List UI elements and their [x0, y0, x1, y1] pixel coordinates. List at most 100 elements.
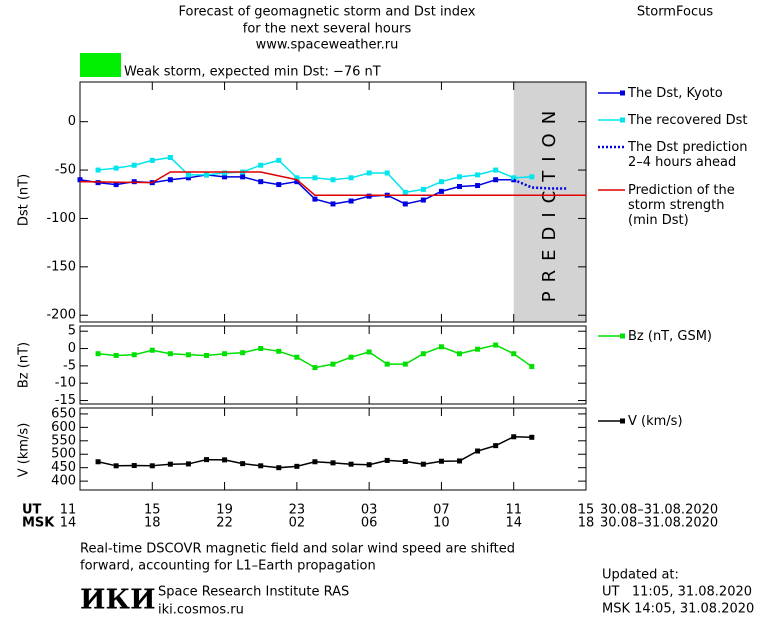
legend-swatch-marker: [620, 90, 625, 96]
data-point: [294, 179, 300, 185]
x-tick-label: 10: [433, 516, 450, 531]
x-tick-label: 07: [433, 503, 450, 518]
data-point: [276, 182, 282, 188]
data-point: [240, 350, 246, 356]
data-point: [222, 351, 228, 357]
legend-swatch-marker: [620, 117, 625, 123]
data-point: [402, 361, 408, 367]
legend-entry: Bz (nT, GSM): [628, 329, 712, 344]
y-tick-label: -150: [46, 259, 76, 274]
y-tick-label: 500: [51, 447, 76, 462]
y-axis-label: Dst (nT): [17, 174, 32, 226]
site: iki.cosmos.ru: [158, 603, 244, 618]
data-point: [330, 201, 336, 207]
legend-entry: Prediction of the storm strength (min Dst): [628, 183, 735, 228]
title-line: for the next several hours: [243, 22, 412, 37]
y-tick-label: 0: [68, 341, 76, 356]
x-tick-label: 03: [361, 503, 378, 518]
data-point: [258, 346, 264, 352]
plot-frame: [79, 407, 587, 491]
y-tick-label: 600: [51, 420, 76, 435]
data-point: [420, 351, 426, 357]
data-point: [312, 175, 318, 181]
y-tick-label: 400: [51, 474, 76, 489]
data-point: [312, 196, 318, 202]
data-point: [204, 352, 209, 358]
data-point: [222, 174, 228, 180]
y-tick-label: -5: [63, 358, 76, 373]
data-point: [276, 348, 282, 354]
data-point: [475, 346, 481, 352]
data-point: [366, 193, 372, 199]
data-point: [420, 461, 426, 467]
legend-swatch-marker: [620, 333, 625, 339]
data-point: [294, 354, 300, 360]
data-point: [240, 461, 246, 467]
data-point: [402, 189, 408, 195]
data-point: [457, 458, 462, 464]
data-point: [348, 461, 354, 467]
data-point: [113, 463, 119, 469]
y-tick-label: -10: [55, 376, 76, 391]
date-range: 30.08–31.08.2020: [600, 516, 718, 531]
data-point: [475, 448, 481, 454]
y-tick-label: -15: [55, 393, 76, 408]
data-point: [258, 162, 264, 168]
series-line: [97, 156, 532, 194]
x-tick-label: 06: [361, 516, 378, 531]
data-point: [366, 349, 372, 355]
data-point: [312, 365, 318, 371]
data-point: [529, 364, 535, 370]
data-point: [113, 182, 119, 188]
data-point: [312, 459, 318, 465]
data-point: [493, 342, 499, 348]
data-point: [149, 463, 155, 469]
data-point: [276, 157, 282, 163]
data-point: [384, 457, 390, 463]
data-point: [276, 465, 282, 471]
legend-swatch-marker: [620, 418, 625, 424]
data-point: [95, 351, 101, 357]
data-point: [420, 186, 426, 192]
data-point: [475, 172, 481, 178]
data-point: [457, 174, 462, 180]
data-point: [402, 459, 408, 465]
data-point: [95, 459, 101, 465]
x-tick-label: 23: [289, 503, 306, 518]
y-axis-label: Bz (nT): [17, 342, 32, 388]
data-point: [131, 463, 137, 469]
series-line: [513, 178, 568, 190]
x-tick-label: 15: [144, 503, 161, 518]
data-point: [438, 458, 444, 464]
data-point: [384, 361, 390, 367]
institute: Space Research Institute RAS: [158, 585, 349, 600]
prediction-region: [513, 82, 586, 322]
data-point: [366, 462, 372, 468]
data-point: [493, 443, 499, 449]
data-point: [493, 177, 499, 183]
data-point: [493, 167, 499, 173]
data-point: [77, 177, 83, 183]
x-tick-label: 19: [216, 503, 233, 518]
data-point: [348, 354, 354, 360]
data-point: [511, 175, 517, 181]
data-point: [529, 174, 535, 180]
data-point: [294, 175, 300, 181]
updated-time: UT 11:05, 31.08.2020: [602, 585, 752, 600]
data-point: [149, 347, 155, 353]
data-point: [131, 162, 137, 168]
x-tick-label: 15: [578, 503, 595, 518]
y-axis-label: V (km/s): [17, 423, 32, 478]
data-point: [330, 460, 336, 466]
x-tick-label: 14: [505, 516, 522, 531]
y-tick-label: 5: [68, 324, 76, 339]
data-point: [511, 351, 517, 357]
data-point: [167, 177, 173, 183]
data-point: [113, 165, 119, 171]
x-tick-label: 22: [216, 516, 233, 531]
footer-note: Real-time DSCOVR magnetic field and sola…: [80, 542, 515, 557]
x-tick-label: 18: [144, 516, 161, 531]
data-point: [258, 463, 264, 469]
data-point: [384, 170, 390, 176]
